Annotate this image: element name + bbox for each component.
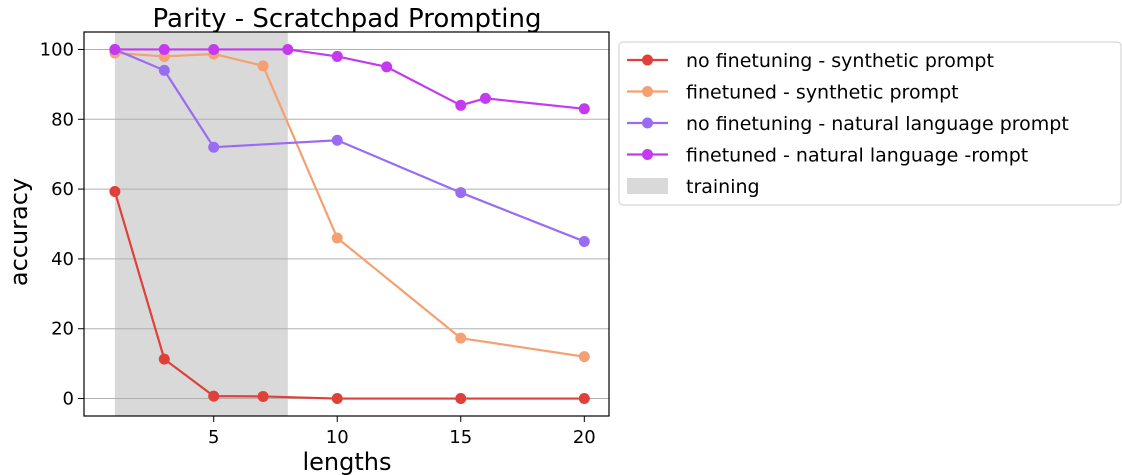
data-point (455, 99, 467, 111)
data-point (578, 393, 590, 405)
data-point (257, 390, 269, 402)
data-point (208, 390, 220, 402)
legend-frame (618, 41, 1122, 206)
data-point (455, 332, 467, 344)
data-point (257, 60, 269, 72)
data-point (578, 235, 590, 247)
y-tick-label: 60 (51, 179, 74, 200)
legend-swatch-training (627, 178, 668, 194)
data-point (109, 43, 121, 55)
legend-label-training: training (686, 176, 760, 198)
data-point (578, 351, 590, 363)
data-point (455, 393, 467, 405)
x-tick-label: 20 (573, 427, 596, 448)
y-tick-label: 100 (40, 39, 74, 60)
data-point (331, 393, 343, 405)
plot-area (83, 31, 610, 417)
data-point (381, 61, 393, 73)
x-tick-label: 5 (208, 427, 219, 448)
y-tick-label: 20 (51, 319, 74, 340)
y-tick-label: 40 (51, 249, 74, 270)
data-point (208, 141, 220, 153)
y-tick-label: 0 (63, 389, 74, 410)
data-point (158, 64, 170, 76)
legend-marker-1 (642, 54, 653, 66)
series-line-3 (114, 48, 585, 243)
data-point (331, 50, 343, 62)
data-point (109, 186, 121, 198)
x-axis-title: lengths (302, 448, 391, 475)
data-point (158, 43, 170, 55)
y-axis-title: accuracy (5, 178, 33, 286)
data-point (331, 134, 343, 146)
plot-frame (83, 31, 610, 417)
legend-label-3: no finetuning - natural language prompt (686, 113, 1069, 135)
legend-label-1: no finetuning - synthetic prompt (686, 50, 994, 72)
legend-marker-4 (642, 149, 653, 160)
legend: no finetuning - synthetic prompt finetune… (618, 41, 1122, 206)
legend-label-2: finetuned - synthetic prompt (686, 82, 959, 104)
legend-marker-2 (642, 86, 653, 97)
data-point (282, 43, 294, 55)
data-point (479, 92, 491, 104)
y-axis-ticks: 0 20 40 60 80 100 (40, 39, 84, 410)
data-point (331, 232, 343, 244)
y-tick-label: 80 (51, 109, 74, 130)
chart-title: Parity - Scratchpad Prompting (153, 4, 542, 34)
legend-label-4: finetuned - natural language -rompt (686, 145, 1028, 167)
x-tick-label: 10 (326, 427, 349, 448)
x-tick-label: 15 (449, 427, 472, 448)
data-point (455, 187, 467, 199)
data-point (208, 43, 220, 55)
training-region (114, 32, 288, 416)
legend-marker-3 (642, 117, 653, 129)
x-axis-ticks: 5 10 15 20 (208, 416, 596, 448)
data-point (578, 103, 590, 115)
data-point (158, 353, 170, 365)
